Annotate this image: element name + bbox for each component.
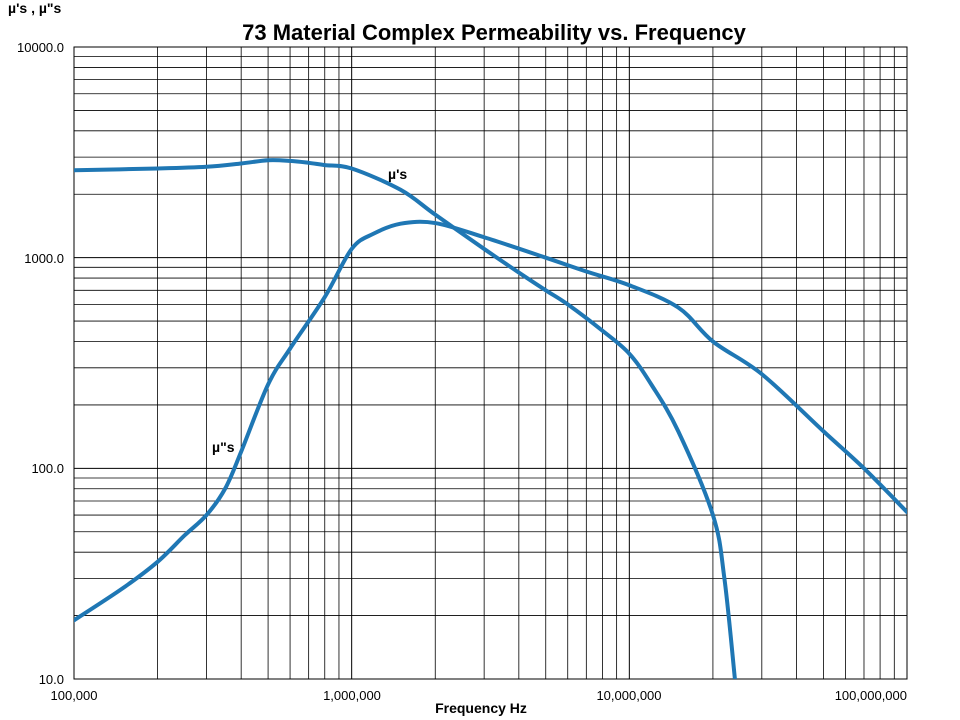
x-tick-label-100000000: 100,000,000 bbox=[835, 688, 907, 703]
y-tick-label-1000: 1000.0 bbox=[24, 251, 64, 266]
minor-grid-lines bbox=[74, 47, 907, 679]
series-layer bbox=[74, 158, 907, 679]
y-tick-label-100: 100.0 bbox=[31, 461, 64, 476]
major-grid-lines bbox=[73, 47, 907, 680]
x-tick-label-100000: 100,000 bbox=[51, 688, 98, 703]
series-mu-prime-line bbox=[74, 158, 737, 679]
x-tick-label-10000000: 10,000,000 bbox=[596, 688, 661, 703]
y-tick-label-10000: 10000.0 bbox=[17, 40, 64, 55]
y-axis-title: µ's , µ"s bbox=[8, 0, 62, 16]
y-tick-label-10: 10.0 bbox=[39, 672, 64, 687]
series-label-mu-prime: µ's bbox=[388, 166, 407, 182]
series-mu-double-prime-line bbox=[74, 219, 907, 623]
x-axis-title: Frequency Hz bbox=[435, 700, 527, 716]
plot-area-border bbox=[73, 46, 908, 680]
chart-title: 73 Material Complex Permeability vs. Fre… bbox=[242, 20, 747, 45]
series-label-mu-double-prime: µ"s bbox=[212, 439, 235, 455]
x-tick-label-1000000: 1,000,000 bbox=[323, 688, 381, 703]
